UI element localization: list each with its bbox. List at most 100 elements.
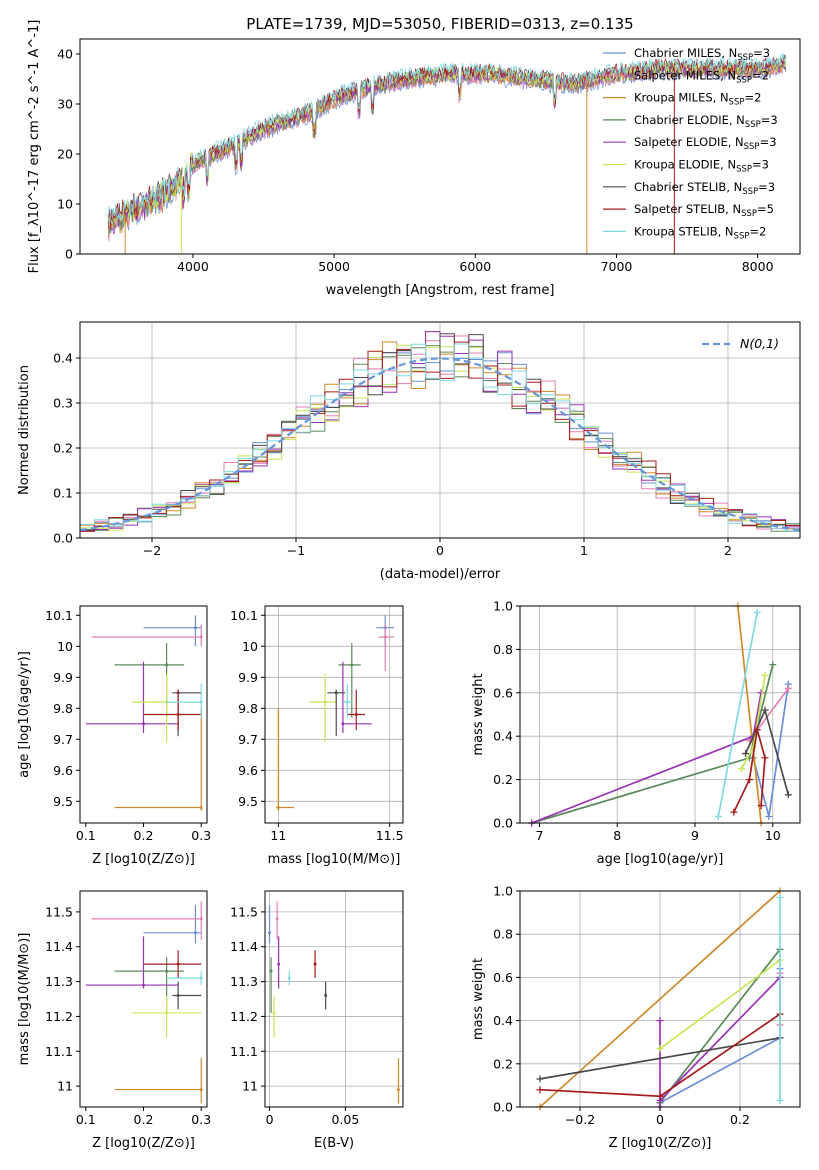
data-point (324, 994, 328, 998)
axes-frame (79, 38, 801, 255)
series-marker (738, 765, 746, 773)
legend-entry: Salpeter MILES, NSSP=2 (634, 68, 769, 85)
series-line-8 (717, 612, 759, 817)
legend-entry: Chabrier MILES, NSSP=3 (634, 46, 770, 63)
series-line-4 (659, 976, 781, 1107)
data-point (269, 969, 273, 973)
y-tick-label: 10 (242, 639, 258, 654)
x-tick-label: 0.2 (730, 1112, 750, 1127)
x-axis-label: mass [log10(M/M⊙)] (268, 852, 401, 867)
y-tick-label: 1.0 (493, 599, 513, 614)
weight_vs_age-panel: 7 8 9 10 0.0 0.2 0.4 0.6 0.8 1.0 age [log10(age/yr… (471, 599, 801, 867)
data-point (313, 962, 317, 966)
y-tick-label: 9.5 (53, 794, 73, 809)
x-axis-label: Z [log10(Z/Z⊙)] (609, 1136, 712, 1151)
y-tick-label: 20 (57, 147, 73, 162)
series-marker (761, 671, 769, 679)
mass_vs_ebv-marks (268, 901, 400, 1104)
x-tick-label: 6000 (459, 259, 491, 274)
x-tick-label: 9 (691, 828, 699, 843)
data-point (341, 722, 345, 726)
series-marker (765, 812, 773, 820)
gaussian-curve (79, 357, 801, 532)
y-axis-label: Flux [f_λ10^-17 erg cm^-2 s^-1 A^-1] (27, 20, 42, 274)
legend-entry: Salpeter ELODIE, NSSP=3 (634, 135, 777, 152)
data-point (396, 1088, 400, 1092)
y-axis-label: mass [log10(M/M⊙)] (17, 933, 32, 1066)
x-tick-label: 7000 (601, 259, 633, 274)
x-axis-label: age [log10(age/yr)] (597, 852, 724, 867)
data-point (334, 691, 338, 695)
series-marker (656, 1017, 664, 1025)
spectrum-axes: 4000 5000 6000 7000 8000 0 10 20 30 40 wavelength … (27, 20, 801, 298)
legend-entry: Salpeter STELIB, NSSP=5 (634, 202, 774, 219)
data-point (323, 700, 327, 704)
y-tick-label: 0.0 (493, 1100, 513, 1115)
residual_distribution-axes: −2 −1 0 1 2 0.0 0.1 0.2 0.3 0.4 (data-model)/error… (17, 321, 801, 582)
y-tick-label: 9.9 (53, 670, 73, 685)
y-tick-label: 11.1 (230, 1044, 258, 1059)
y-tick-label: 9.7 (53, 732, 73, 747)
x-tick-label: 0.2 (134, 1112, 154, 1127)
axes-frame (264, 890, 404, 1108)
data-point (165, 663, 169, 667)
data-point (176, 713, 180, 716)
y-axis-label: age [log10(age/yr)] (17, 651, 32, 778)
y-axis-label: Normed distribution (17, 365, 32, 495)
series-marker (784, 684, 792, 692)
legend-entry: Chabrier STELIB, NSSP=3 (634, 180, 775, 197)
data-point (383, 635, 387, 639)
series-marker (761, 706, 769, 714)
x-tick-label: 0 (266, 1112, 274, 1127)
x-tick-label: 4000 (177, 259, 209, 274)
y-axis-label: mass weight (471, 673, 486, 755)
x-tick-label: 0 (436, 543, 444, 558)
series-marker (656, 1045, 664, 1053)
age_vs_mass-panel: 11 11.5 9.5 9.6 9.7 9.8 9.9 10 10.1 mass [log10(M… (230, 605, 404, 867)
series-marker (656, 1092, 664, 1100)
data-point (199, 917, 203, 921)
y-tick-label: 0.4 (493, 1013, 513, 1028)
series-line-3 (531, 664, 774, 824)
weight_vs_age-marks (528, 602, 792, 827)
axes-frame (519, 605, 801, 824)
y-tick-label: 0.2 (53, 441, 73, 456)
series-marker (742, 750, 750, 758)
y-tick-label: 40 (57, 47, 73, 62)
y-tick-label: 9.9 (238, 670, 258, 685)
y-tick-label: 0.2 (493, 1056, 513, 1071)
x-tick-label: 5000 (318, 259, 350, 274)
y-tick-label: 10.1 (45, 608, 73, 623)
x-tick-label: 2 (724, 543, 732, 558)
series-line-2 (736, 605, 762, 824)
y-tick-label: 0.0 (493, 816, 513, 831)
series-marker (761, 754, 769, 762)
legend-entry: N(0,1) (740, 336, 779, 351)
series-marker (776, 1097, 784, 1105)
data-point (354, 713, 358, 716)
y-tick-label: 11.5 (230, 904, 258, 919)
y-tick-label: 11.3 (230, 974, 258, 989)
age_vs_Z-panel: 0.1 0.2 0.3 9.5 9.6 9.7 9.8 9.9 10 10.1 Z [log10(Z… (17, 605, 211, 867)
series-marker (730, 808, 738, 816)
y-axis-label: mass weight (471, 958, 486, 1040)
data-point (276, 806, 280, 809)
age_vs_Z-marks (85, 615, 203, 811)
data-point (199, 976, 203, 980)
spectrum-panel: 4000 5000 6000 7000 8000 0 10 20 30 40 wavelength … (27, 20, 801, 298)
histogram-8 (80, 343, 800, 532)
axes-frame (264, 605, 404, 824)
x-tick-label: −1 (287, 543, 305, 558)
x-tick-label: 0.1 (76, 1112, 96, 1127)
x-axis-label: E(B-V) (314, 1136, 354, 1151)
axes-frame (79, 890, 208, 1108)
age_vs_mass-axes: 11 11.5 9.5 9.6 9.7 9.8 9.9 10 10.1 mass [log10(M… (230, 605, 404, 867)
data-point (277, 962, 281, 966)
series-marker (776, 893, 784, 901)
data-point (350, 663, 354, 667)
y-tick-label: 0.0 (53, 531, 73, 546)
histogram-6 (80, 333, 800, 532)
age_vs_mass-marks (276, 615, 395, 811)
y-tick-label: 11.4 (45, 939, 73, 954)
x-tick-label: 7 (535, 828, 543, 843)
